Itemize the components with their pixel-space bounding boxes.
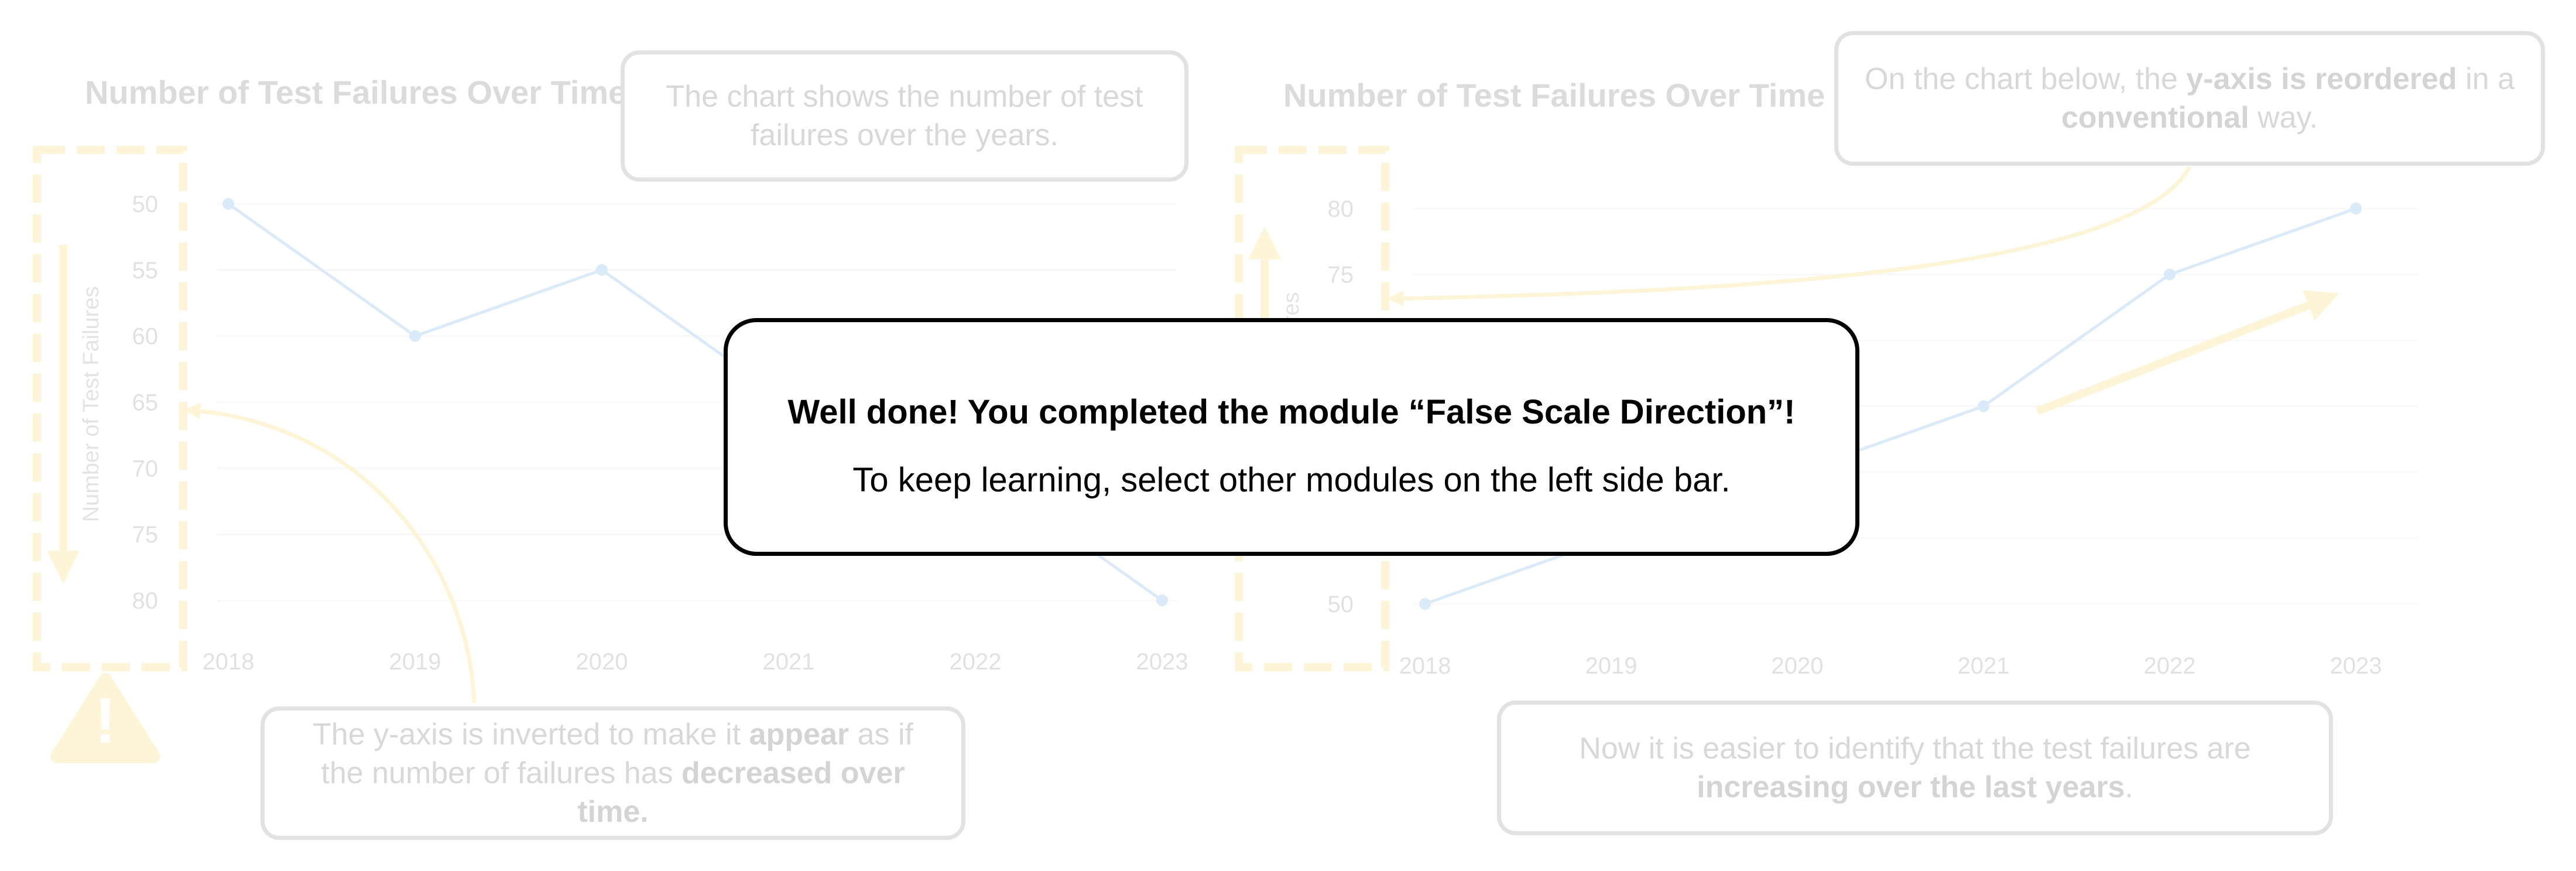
right-bottom-note: Now it is easier to identify that the te…: [1497, 701, 2333, 835]
chart2-x-tick-label: 2021: [1958, 653, 2010, 679]
chart1-y-tick-label: 60: [132, 324, 159, 350]
chart1-x-tick-label: 2021: [763, 649, 815, 675]
chart2-x-tick-label: 2020: [1772, 653, 1824, 679]
trend-up-arrow-icon: [2036, 290, 2339, 415]
chart2-x-tick-label: 2018: [1399, 653, 1451, 679]
chart2-data-point: [1419, 598, 1431, 610]
modal-title: Well done! You completed the module “Fal…: [787, 393, 1796, 431]
left-curved-arrow: [184, 402, 477, 703]
chart1-x-tick-label: 2023: [1136, 649, 1188, 675]
chart2-x-tick-label: 2023: [2330, 653, 2382, 679]
chart1-data-point: [596, 264, 608, 276]
chart2-x-tick-label: 2022: [2144, 653, 2196, 679]
chart2-x-tick-label: 2019: [1585, 653, 1638, 679]
chart1-y-tick-label: 75: [132, 522, 159, 548]
warning-icon: [50, 673, 160, 763]
left-bottom-note-text: The y-axis is inverted to make it appear…: [313, 718, 913, 829]
chart1-y-axis-highlight-box: [33, 146, 187, 671]
left-bottom-note: The y-axis is inverted to make it appear…: [261, 706, 965, 840]
chart1-y-tick-label: 65: [132, 390, 159, 416]
right-curved-arrow: [1387, 166, 2192, 307]
warning-icon-glyph: !: [95, 685, 117, 757]
left-chart-title: Number of Test Failures Over Time: [85, 74, 627, 111]
chart1-y-tick-label: 70: [132, 456, 159, 481]
chart1-y-axis-title: Number of Test Failures: [79, 286, 104, 522]
right-chart-title: Number of Test Failures Over Time: [1283, 77, 1825, 114]
chart1-data-point: [409, 330, 421, 342]
completion-modal: Well done! You completed the module “Fal…: [724, 318, 1859, 556]
chart1-y-tick-label: 55: [132, 258, 159, 283]
chart2-y-tick-label: 80: [1328, 196, 1354, 222]
chart1-x-tick-label: 2019: [389, 649, 441, 675]
chart1-x-tick-label: 2022: [950, 649, 1002, 675]
modal-subtitle: To keep learning, select other modules o…: [852, 461, 1731, 499]
right-bottom-note-text: Now it is easier to identify that the te…: [1579, 732, 2251, 804]
chart1-data-point: [222, 198, 234, 210]
chart1-data-point: [1156, 595, 1168, 606]
chart2-data-point: [1978, 400, 1989, 412]
right-top-note-text: On the chart below, the y-axis is reorde…: [1865, 62, 2515, 135]
chart2-y-tick-label: 75: [1328, 262, 1354, 288]
chart1-y-tick-label: 50: [132, 192, 159, 217]
left-top-note: The chart shows the number of test failu…: [621, 50, 1188, 182]
chart1-x-tick-label: 2020: [576, 649, 628, 675]
chart1-y-tick-label: 80: [132, 588, 159, 614]
right-top-note: On the chart below, the y-axis is reorde…: [1834, 31, 2545, 166]
left-top-note-text: The chart shows the number of test failu…: [666, 80, 1143, 152]
chart2-y-tick-label: 50: [1328, 592, 1354, 617]
chart1-x-tick-label: 2018: [203, 649, 255, 675]
chart2-data-point: [2164, 268, 2176, 281]
chart2-data-point: [2350, 203, 2362, 214]
